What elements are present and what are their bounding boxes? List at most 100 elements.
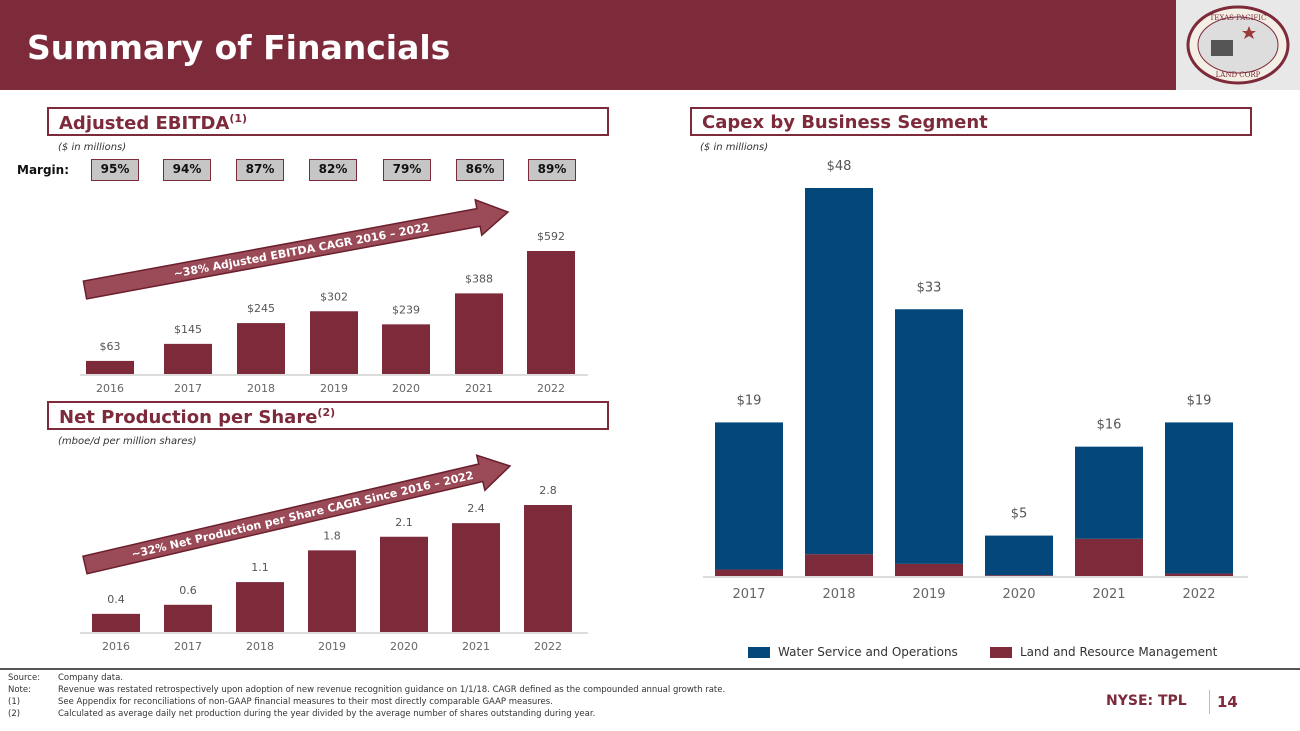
bar-segment: [895, 309, 963, 564]
footnote: (1) See Appendix for reconciliations of n…: [8, 697, 553, 707]
nps-heading-text: Net Production per Share: [59, 407, 318, 428]
bar-segment: [805, 188, 873, 555]
x-tick-label: 2018: [246, 640, 274, 653]
svg-text:LAND CORP: LAND CORP: [1216, 71, 1261, 79]
bar: [92, 613, 140, 632]
data-label: 2.1: [395, 516, 413, 529]
data-label: 0.4: [107, 593, 125, 606]
bar-segment: [805, 554, 873, 576]
ebitda-heading-text: Adjusted EBITDA: [59, 113, 230, 134]
x-tick-label: 2016: [102, 640, 130, 653]
bar: [86, 360, 134, 374]
bar: [310, 311, 358, 374]
margin-badge: 94%: [163, 159, 211, 181]
x-tick-label: 2022: [537, 382, 565, 395]
margin-badge: 87%: [236, 159, 284, 181]
footnote-text: Company data.: [58, 673, 123, 683]
logo-seal-icon: TEXAS PACIFIC LAND CORP: [1186, 5, 1290, 85]
data-label: $16: [1097, 418, 1122, 433]
company-logo: TEXAS PACIFIC LAND CORP: [1176, 0, 1300, 90]
footnote-text: Calculated as average daily net producti…: [58, 709, 596, 719]
footnote-label: Note:: [8, 685, 31, 695]
margin-badge: 79%: [383, 159, 431, 181]
bar: [237, 323, 285, 374]
bar: [308, 550, 356, 632]
bar: [164, 604, 212, 632]
x-tick-label: 2020: [390, 640, 418, 653]
bar-segment: [1165, 573, 1233, 576]
data-label: 2.8: [539, 484, 557, 497]
title-banner: Summary of Financials: [0, 0, 1176, 90]
cagr-text: ~38% Adjusted EBITDA CAGR 2016 – 2022: [173, 221, 431, 281]
bar-segment: [1165, 422, 1233, 574]
x-tick-label: 2018: [822, 587, 855, 602]
data-label: $48: [827, 159, 852, 174]
bar: [382, 324, 430, 374]
x-tick-label: 2021: [465, 382, 493, 395]
footnote-label: (2): [8, 709, 21, 719]
data-label: 2.4: [467, 502, 485, 515]
x-tick-label: 2017: [174, 640, 202, 653]
footer-divider: [0, 668, 1300, 670]
margin-badge: 89%: [528, 159, 576, 181]
bar-segment: [985, 575, 1053, 576]
footnote-label: (1): [8, 697, 21, 707]
nps-unit: (mboe/d per million shares): [58, 436, 197, 447]
data-label: $63: [100, 340, 121, 353]
bar: [380, 536, 428, 632]
data-label: $19: [1187, 393, 1212, 408]
nps-cagr-arrow: ~32% Net Production per Share CAGR Since…: [82, 454, 512, 575]
x-tick-label: 2021: [462, 640, 490, 653]
data-label: $19: [737, 393, 762, 408]
footnote-label: Source:: [8, 673, 41, 683]
capex-heading: Capex by Business Segment: [690, 107, 1252, 136]
capex-unit: ($ in millions): [700, 142, 769, 153]
legend-water: Water Service and Operations: [748, 645, 958, 659]
footnote-text: See Appendix for reconciliations of non-…: [58, 697, 553, 707]
x-tick-label: 2017: [732, 587, 765, 602]
page-separator: [1209, 690, 1210, 714]
data-label: $302: [320, 290, 348, 303]
bar: [527, 251, 575, 374]
footnote-text: Revenue was restated retrospectively upo…: [58, 685, 726, 695]
bar-segment: [1075, 446, 1143, 539]
x-tick-label: 2020: [1002, 587, 1035, 602]
ticker: NYSE: TPL: [1106, 693, 1187, 709]
x-tick-label: 2019: [318, 640, 346, 653]
page-title: Summary of Financials: [27, 28, 451, 67]
legend-swatch: [748, 646, 770, 658]
bar-segment: [1075, 538, 1143, 576]
bar-segment: [895, 563, 963, 576]
data-label: $5: [1011, 507, 1028, 522]
bar: [236, 582, 284, 632]
footnote-ref: (2): [317, 406, 336, 419]
legend-swatch: [990, 646, 1012, 658]
footnote-ref: (1): [229, 112, 248, 125]
bar-segment: [985, 535, 1053, 576]
data-label: 1.1: [251, 561, 269, 574]
margin-badge: 86%: [456, 159, 504, 181]
ebitda-cagr-arrow: ~38% Adjusted EBITDA CAGR 2016 – 2022: [82, 198, 510, 300]
x-tick-label: 2020: [392, 382, 420, 395]
margin-badge: 82%: [309, 159, 357, 181]
x-tick-label: 2019: [912, 587, 945, 602]
bar: [452, 523, 500, 632]
x-tick-label: 2016: [96, 382, 124, 395]
data-label: 1.8: [323, 529, 341, 542]
x-tick-label: 2022: [1182, 587, 1215, 602]
nps-heading: Net Production per Share(2): [47, 401, 609, 430]
svg-text:TEXAS PACIFIC: TEXAS PACIFIC: [1210, 14, 1267, 22]
bar-segment: [715, 422, 783, 570]
bar: [524, 505, 572, 632]
page-number: 14: [1217, 693, 1238, 711]
capex-heading-text: Capex by Business Segment: [702, 112, 988, 133]
ebitda-heading: Adjusted EBITDA(1): [47, 107, 609, 136]
bar-segment: [715, 569, 783, 576]
ebitda-unit: ($ in millions): [58, 142, 127, 153]
data-label: 0.6: [179, 584, 197, 597]
legend-land: Land and Resource Management: [990, 645, 1217, 659]
data-label: $388: [465, 272, 493, 285]
margin-badge: 95%: [91, 159, 139, 181]
margin-label: Margin:: [17, 163, 70, 177]
